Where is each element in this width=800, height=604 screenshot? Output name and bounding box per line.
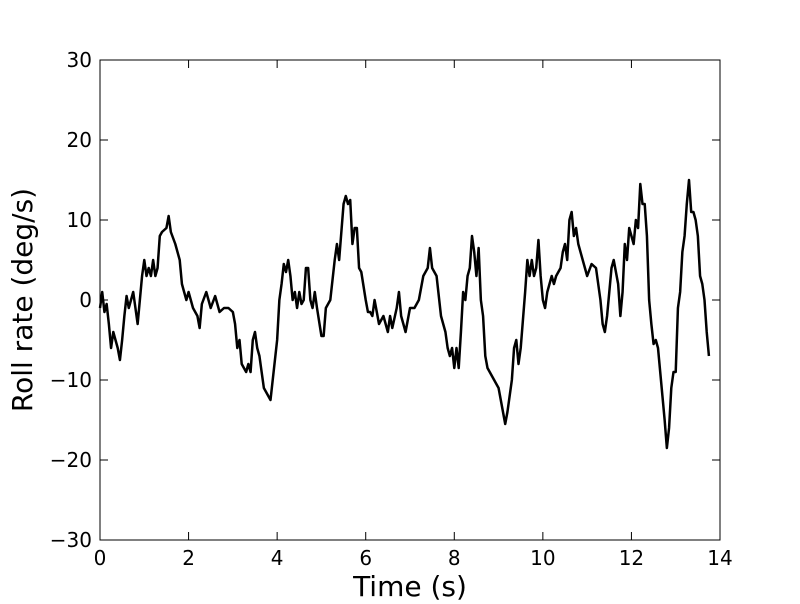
y-tick-label: 30 bbox=[67, 48, 92, 72]
plot-frame bbox=[99, 59, 721, 541]
x-tick-label: 14 bbox=[707, 546, 732, 570]
y-tick-label: −30 bbox=[50, 528, 92, 552]
y-tick-label: −20 bbox=[50, 448, 92, 472]
y-tick-label: 0 bbox=[79, 288, 92, 312]
y-tick-label: 20 bbox=[67, 128, 92, 152]
x-tick-label: 0 bbox=[94, 546, 107, 570]
y-axis-title: Roll rate (deg/s) bbox=[6, 188, 39, 412]
y-tick-label: 10 bbox=[67, 208, 92, 232]
x-tick-label: 6 bbox=[359, 546, 372, 570]
x-tick-label: 4 bbox=[271, 546, 284, 570]
x-axis-title: Time (s) bbox=[352, 570, 467, 600]
x-tick-label: 8 bbox=[448, 546, 461, 570]
x-tick-label: 12 bbox=[619, 546, 644, 570]
x-tick-label: 10 bbox=[530, 546, 555, 570]
y-tick-label: −10 bbox=[50, 368, 92, 392]
data-line bbox=[98, 178, 711, 450]
x-tick-label: 2 bbox=[182, 546, 195, 570]
